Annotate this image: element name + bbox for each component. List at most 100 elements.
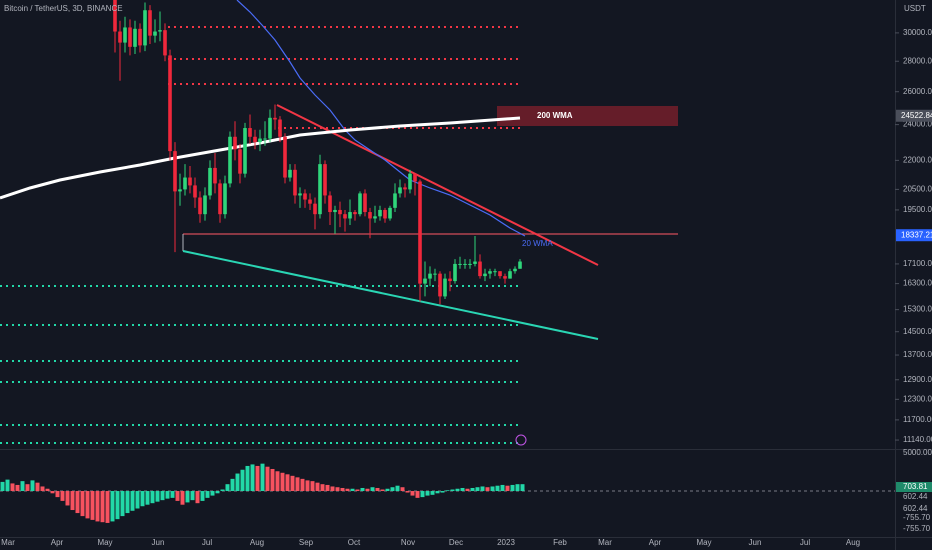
candle-body	[348, 212, 352, 219]
candle-body	[468, 263, 472, 265]
oscillator-bar	[355, 489, 360, 492]
x-tick-label: Jun	[152, 538, 165, 547]
candle-body	[148, 10, 152, 36]
oscillator-bar	[40, 486, 45, 492]
oscillator-bar	[60, 491, 65, 501]
oscillator-bar	[240, 469, 245, 492]
candle-body	[133, 28, 137, 47]
x-tick-label: Mar	[1, 538, 15, 547]
candle-body	[338, 209, 342, 215]
candle-body	[433, 273, 437, 275]
candle-body	[388, 207, 392, 219]
oscillator-bar	[445, 490, 450, 492]
y-tick-label: 20500.00	[903, 185, 932, 194]
oscillator-bar	[490, 486, 495, 492]
osc-axis-label: 602.44	[903, 492, 928, 501]
candle-body	[173, 151, 177, 192]
candle-body	[503, 276, 507, 279]
oscillator-bar	[415, 491, 420, 498]
candle-body	[113, 0, 117, 32]
candle-body	[493, 271, 497, 273]
x-tick-label: Jul	[202, 538, 212, 547]
x-tick-label: Jun	[749, 538, 762, 547]
oscillator-bar	[195, 491, 200, 504]
event-icon	[515, 434, 527, 446]
candle-body	[463, 263, 467, 265]
osc-axis-label: 5000.00	[903, 448, 932, 457]
oscillator-bar	[440, 491, 445, 493]
oscillator-bar	[255, 465, 260, 492]
oscillator-bar	[155, 491, 160, 502]
x-tick-label: Aug	[250, 538, 264, 547]
oscillator-bar	[185, 491, 190, 503]
candle-body	[233, 136, 237, 150]
oscillator-bar	[80, 491, 85, 517]
oscillator-bar	[225, 484, 230, 492]
y-tick-label: 15300.00	[903, 305, 932, 314]
candle-body	[248, 128, 252, 137]
oscillator-bar	[370, 487, 375, 492]
oscillator-bar	[200, 491, 205, 501]
oscillator-bar	[290, 475, 295, 492]
candle-body	[513, 268, 517, 272]
oscillator-bar	[140, 491, 145, 507]
oscillator-bar	[0, 481, 5, 492]
oscillator-bar	[425, 491, 430, 496]
candle-body	[268, 117, 272, 139]
candle-body	[328, 195, 332, 213]
wma-200-line	[0, 116, 521, 200]
candle-body	[188, 177, 192, 186]
oscillator-bar	[520, 484, 525, 492]
oscillator-bar	[315, 482, 320, 492]
oscillator-bar	[435, 491, 440, 494]
x-tick-label: Apr	[51, 538, 64, 547]
x-tick-label: Dec	[449, 538, 463, 547]
oscillator-bar	[385, 488, 390, 492]
oscillator-bar	[305, 480, 310, 492]
candle-body	[213, 167, 217, 184]
y-tick-label: 24000.00	[903, 120, 932, 129]
oscillator-bar	[55, 491, 60, 498]
price-label: 24522.84	[901, 111, 932, 120]
candle-body	[488, 271, 492, 274]
oscillator-bar	[500, 484, 505, 492]
y-tick-label: 16300.00	[903, 279, 932, 288]
x-tick-label: Sep	[299, 538, 314, 547]
candle-body	[223, 183, 227, 215]
candle-body	[298, 193, 302, 196]
osc-label-box	[896, 482, 932, 492]
oscillator-bar	[145, 491, 150, 505]
candle-body	[218, 183, 222, 215]
candle-body	[243, 128, 247, 174]
oscillator-bar	[300, 478, 305, 492]
oscillator-bar	[110, 491, 115, 522]
oscillator-bar	[345, 488, 350, 492]
oscillator-bar	[100, 491, 105, 523]
candle-body	[413, 173, 417, 182]
oscillator-bar	[365, 488, 370, 492]
candle-body	[153, 31, 157, 36]
oscillator-bar	[340, 487, 345, 492]
oscillator-bar	[135, 491, 140, 509]
candle-body	[228, 136, 232, 184]
oscillator-bar	[215, 491, 220, 494]
candle-body	[473, 261, 477, 264]
candle-body	[408, 173, 412, 190]
oscillator-bar	[375, 487, 380, 492]
y-tick-label: 11700.00	[903, 415, 932, 424]
oscillator-bar	[15, 484, 20, 492]
x-tick-label: May	[696, 538, 711, 547]
oscillator-bar	[50, 491, 55, 494]
oscillator-bar	[175, 491, 180, 501]
candle-body	[498, 271, 502, 277]
y-tick-label: 11140.00	[903, 435, 932, 444]
y-tick-label: 12900.00	[903, 375, 932, 384]
candle-body	[183, 177, 187, 190]
oscillator-bar	[95, 491, 100, 522]
oscillator-bar	[165, 491, 170, 499]
x-tick-label: 2023	[497, 538, 515, 547]
oscillator-bar	[495, 485, 500, 492]
candle-body	[128, 27, 132, 47]
oscillator-bar	[330, 486, 335, 492]
